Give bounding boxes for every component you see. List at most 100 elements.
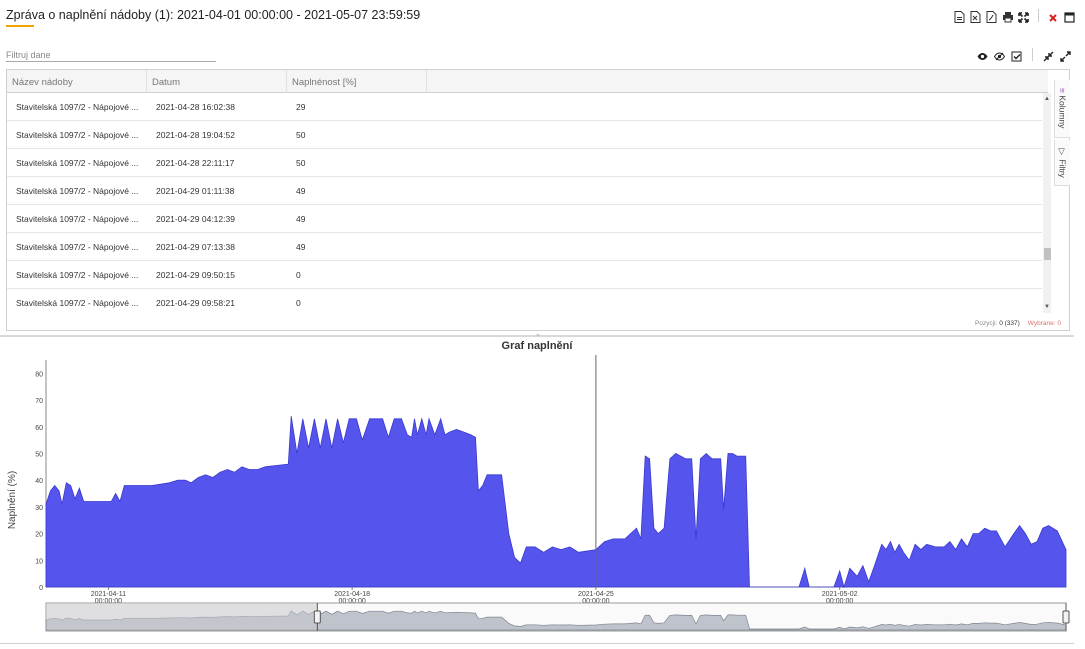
show-icon[interactable] — [977, 49, 988, 60]
grid-footer: Pozycji: 0 (337) Wybrane: 0 — [975, 320, 1061, 327]
position-value: 0 (337) — [999, 320, 1020, 327]
cell-fill: 49 — [296, 213, 306, 224]
splitter-grip-icon[interactable]: ⌃ — [535, 334, 541, 341]
cell-fill: 29 — [296, 101, 306, 112]
toolbar — [954, 9, 1075, 23]
cell-date: 2021-04-29 04:12:39 — [156, 213, 235, 224]
table-row[interactable]: Stavitelská 1097/2 - Nápojové ... 2021-04… — [7, 177, 1042, 205]
cell-fill: 50 — [296, 157, 306, 168]
cell-name: Stavitelská 1097/2 - Nápojové ... — [16, 269, 139, 280]
collapse-icon[interactable] — [1043, 49, 1054, 62]
x-tick-label: 2021-04-11 — [91, 591, 126, 598]
cell-date: 2021-04-28 22:11:17 — [156, 157, 235, 168]
view-separator — [1032, 48, 1033, 61]
grid-header: Název nádoby Datum Naplnénost [%] — [7, 70, 1048, 93]
hide-icon[interactable] — [993, 49, 1006, 61]
cell-name: Stavitelská 1097/2 - Nápojové ... — [16, 185, 139, 196]
x-tick-time-label: 00:00:00 — [582, 598, 609, 605]
navigator-handle-left[interactable] — [313, 610, 321, 624]
filter-icon: ▽ — [1057, 147, 1068, 158]
y-tick-label: 10 — [35, 558, 43, 565]
x-tick-label: 2021-04-18 — [334, 591, 370, 598]
print-icon[interactable] — [1002, 10, 1013, 22]
y-tick-label: 30 — [35, 505, 43, 512]
table-row[interactable]: Stavitelská 1097/2 - Nápojové ... 2021-04… — [7, 261, 1042, 289]
cell-fill: 0 — [296, 269, 301, 280]
x-tick-label: 2021-05-02 — [822, 591, 858, 598]
cell-name: Stavitelská 1097/2 - Nápojové ... — [16, 241, 139, 252]
selected-info: Wybrane: 0 — [1028, 320, 1061, 327]
column-header-name[interactable]: Název nádoby — [7, 70, 147, 93]
close-icon[interactable] — [1048, 10, 1059, 22]
y-tick-label: 20 — [35, 532, 43, 539]
y-tick-label: 40 — [35, 478, 43, 485]
table-row[interactable]: Stavitelská 1097/2 - Nápojové ... 2021-04… — [7, 149, 1042, 177]
column-header-fill[interactable]: Naplnénost [%] — [287, 70, 427, 93]
filter-field — [6, 45, 216, 62]
position-info: Pozycji: 0 (337) — [975, 320, 1020, 327]
y-tick-label: 70 — [35, 398, 43, 405]
side-panel: ≡ Kolumny ▽ Filtry — [1054, 80, 1070, 190]
columns-icon: ≡ — [1057, 88, 1068, 94]
tab-columns[interactable]: ≡ Kolumny — [1054, 80, 1070, 138]
cell-date: 2021-04-29 01:11:38 — [156, 185, 235, 196]
navigator-handle-right[interactable] — [1062, 610, 1070, 624]
tab-filters-label: Filtry — [1057, 159, 1068, 178]
chart-title: Graf naplnění — [501, 340, 573, 352]
export-pdf-icon[interactable] — [986, 10, 997, 23]
cell-name: Stavitelská 1097/2 - Nápojové ... — [16, 101, 139, 112]
expand-icon[interactable] — [1060, 49, 1071, 62]
chart: 0 10 20 30 40 50 60 70 80 2021-04-11 00:00:00 2021-… — [0, 335, 1085, 635]
cell-date: 2021-04-28 19:04:52 — [156, 129, 235, 140]
scroll-down-icon[interactable]: ▼ — [1044, 304, 1050, 310]
y-axis-label: Naplnění (%) — [7, 471, 18, 529]
cell-fill: 50 — [296, 129, 306, 140]
y-tick-label: 60 — [35, 425, 43, 432]
toolbar-separator — [1038, 9, 1039, 22]
cell-date: 2021-04-29 07:13:38 — [156, 241, 235, 252]
maximize-icon[interactable] — [1064, 10, 1075, 23]
cell-name: Stavitelská 1097/2 - Nápojové ... — [16, 297, 139, 308]
export-xls-icon[interactable] — [970, 10, 981, 23]
check-icon[interactable] — [1011, 49, 1022, 62]
title-underline — [6, 25, 34, 27]
table-row[interactable]: Stavitelská 1097/2 - Nápojové ... 2021-04… — [7, 93, 1042, 121]
splitter[interactable] — [0, 335, 1074, 337]
cell-fill: 49 — [296, 241, 306, 252]
filter-input[interactable] — [6, 48, 216, 60]
x-tick-time-label: 00:00:00 — [95, 598, 122, 605]
cell-date: 2021-04-29 09:58:21 — [156, 297, 235, 308]
cell-name: Stavitelská 1097/2 - Nápojové ... — [16, 157, 139, 168]
chart-svg[interactable]: 010203040506070802021-04-1100:00:002021-… — [0, 335, 1085, 635]
cell-fill: 49 — [296, 185, 306, 196]
column-header-date[interactable]: Datum — [147, 70, 287, 93]
table-row[interactable]: Stavitelská 1097/2 - Nápojové ... 2021-04… — [7, 289, 1042, 313]
cell-fill: 0 — [296, 297, 301, 308]
table-row[interactable]: Stavitelská 1097/2 - Nápojové ... 2021-04… — [7, 121, 1042, 149]
selected-label: Wybrane: — [1027, 320, 1056, 327]
grid-scrollbar[interactable]: ▲ ▼ — [1043, 93, 1051, 313]
y-tick-label: 0 — [39, 585, 43, 592]
cell-name: Stavitelská 1097/2 - Nápojové ... — [16, 213, 139, 224]
navigator-mask — [47, 604, 318, 630]
y-tick-label: 80 — [35, 371, 43, 378]
page-title: Zpráva o naplnění nádoby (1): 2021-04-01… — [6, 8, 421, 22]
cell-date: 2021-04-29 09:50:15 — [156, 269, 235, 280]
view-toolbar — [977, 48, 1071, 62]
cell-name: Stavitelská 1097/2 - Nápojové ... — [16, 129, 139, 140]
table-row[interactable]: Stavitelská 1097/2 - Nápojové ... 2021-04… — [7, 205, 1042, 233]
position-label: Pozycji: — [974, 320, 998, 327]
series-area — [45, 416, 1067, 589]
fullscreen-icon[interactable] — [1018, 10, 1029, 23]
scrollbar-thumb[interactable] — [1044, 248, 1051, 260]
tab-columns-label: Kolumny — [1057, 95, 1068, 129]
table-row[interactable]: Stavitelská 1097/2 - Nápojové ... 2021-04… — [7, 233, 1042, 261]
selected-value: 0 — [1057, 320, 1061, 327]
grid-body: Stavitelská 1097/2 - Nápojové ... 2021-04… — [7, 93, 1042, 313]
header: Zpráva o naplnění nádoby (1): 2021-04-01… — [6, 8, 1081, 28]
x-tick-label: 2021-04-25 — [578, 591, 614, 598]
export-csv-icon[interactable] — [954, 10, 965, 23]
tab-filters[interactable]: ▽ Filtry — [1054, 140, 1070, 186]
scroll-up-icon[interactable]: ▲ — [1044, 96, 1050, 102]
data-grid: Název nádoby Datum Naplnénost [%] Stavit… — [6, 69, 1070, 331]
